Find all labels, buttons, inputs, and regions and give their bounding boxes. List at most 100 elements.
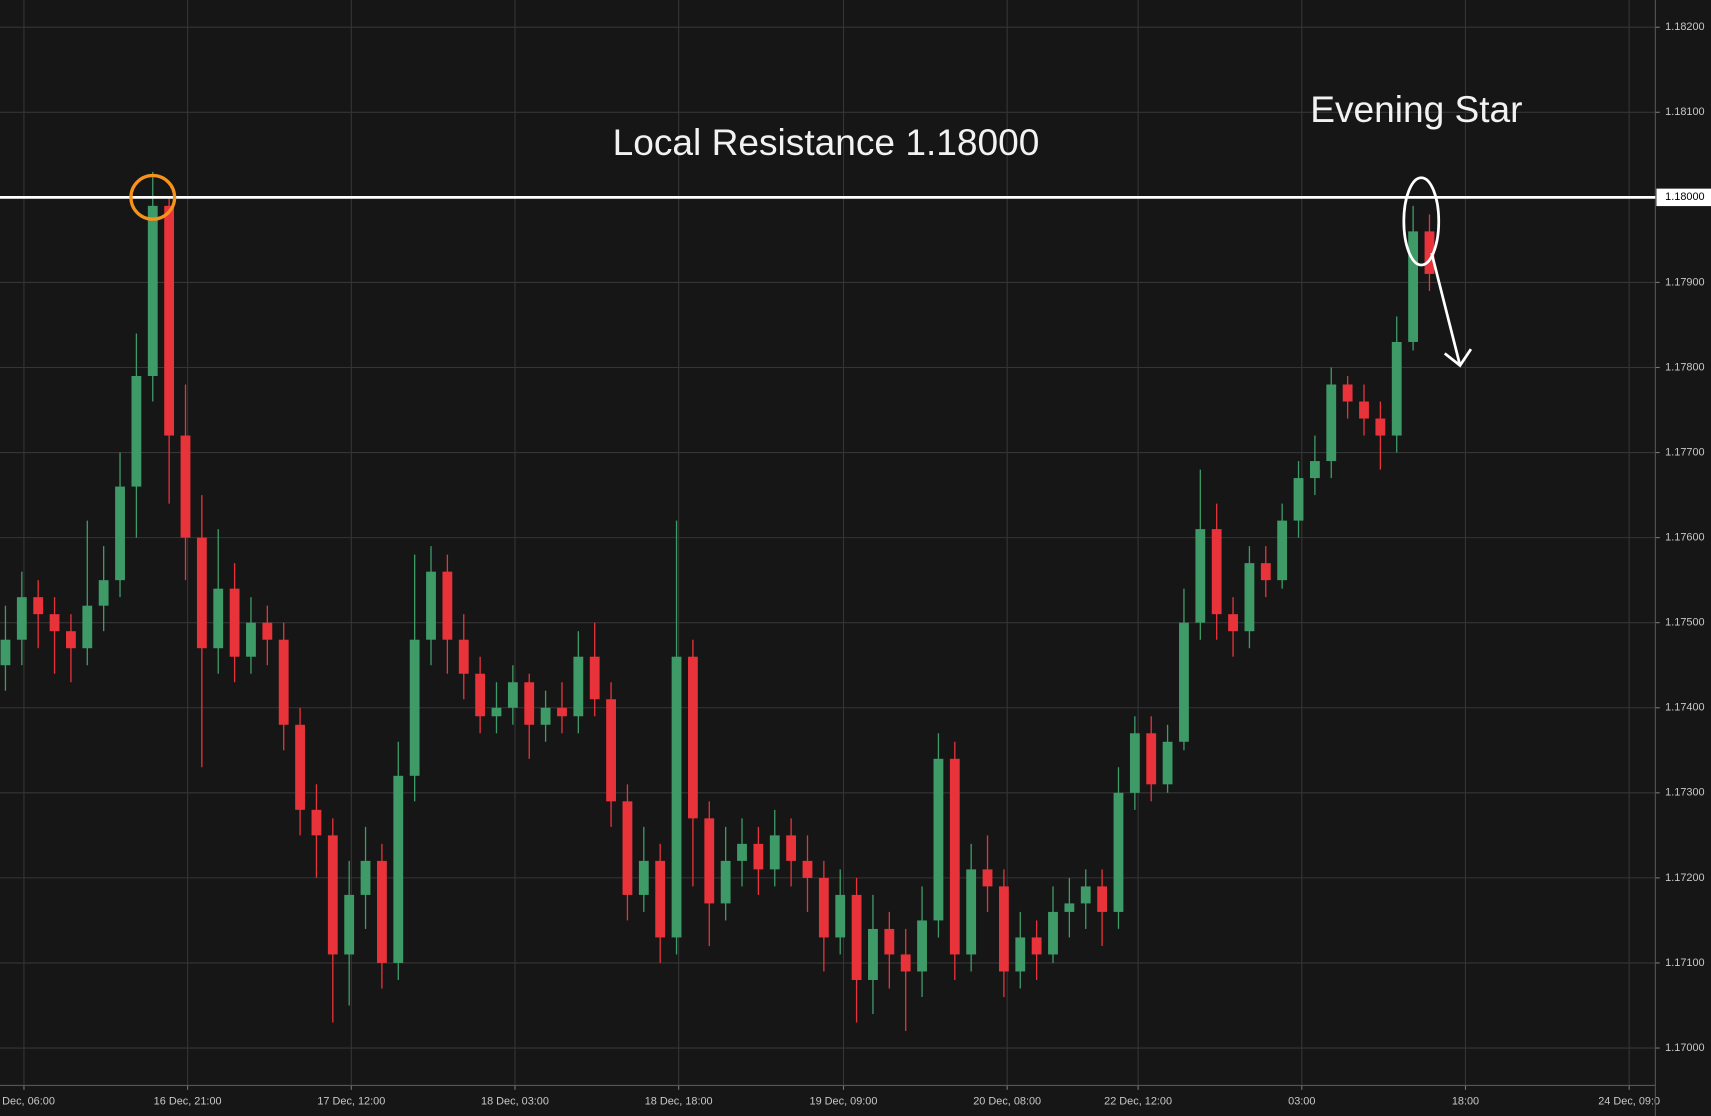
annotation: Local Resistance 1.18000 xyxy=(613,121,1040,163)
candle-body xyxy=(1408,231,1419,342)
candle-body xyxy=(589,656,600,700)
candle-body xyxy=(949,758,960,955)
candle-body xyxy=(802,860,813,878)
x-tick-label: 18:00 xyxy=(1452,1096,1479,1108)
candle-body xyxy=(573,656,584,717)
candle-body xyxy=(393,775,404,963)
candle-body xyxy=(475,673,486,717)
y-tick-label: 1.17200 xyxy=(1665,872,1704,884)
x-tick-label: 20 Dec, 08:00 xyxy=(973,1096,1041,1108)
candle-body xyxy=(1113,792,1124,912)
candle-body xyxy=(704,818,715,904)
x-tick-label: 16 Dec, 21:00 xyxy=(154,1096,222,1108)
candle-body xyxy=(1375,418,1386,436)
candle-body xyxy=(344,894,355,955)
candle-body xyxy=(982,869,993,887)
candle-body xyxy=(1228,614,1238,632)
candle-body xyxy=(868,928,878,980)
candle-body xyxy=(49,614,60,632)
y-tick-label: 1.17400 xyxy=(1665,702,1704,714)
candle-body xyxy=(426,571,436,640)
overlay: 1.18000 Local Resistance 1.18000 Evening S… xyxy=(0,88,1711,368)
candle-body xyxy=(1424,231,1435,274)
candle-body xyxy=(1146,733,1157,785)
candle-body xyxy=(917,920,927,972)
candle-body xyxy=(606,699,616,802)
arrow xyxy=(1430,252,1473,368)
candle-body xyxy=(0,639,11,666)
y-tick-label: 1.17800 xyxy=(1665,361,1704,373)
candle-body xyxy=(540,707,551,725)
candle-body xyxy=(1293,478,1304,521)
candle-body xyxy=(278,639,289,725)
candle-body xyxy=(655,860,666,938)
candle-body xyxy=(769,835,780,870)
y-tick-label: 1.17700 xyxy=(1665,446,1704,458)
candle-body xyxy=(1244,563,1255,632)
candle-body xyxy=(1129,733,1140,793)
candle-body xyxy=(147,205,158,376)
y-tick-label: 1.17500 xyxy=(1665,617,1704,629)
candle-body xyxy=(491,707,502,717)
candle-body xyxy=(818,877,829,938)
annotation: Evening Star xyxy=(1310,88,1522,130)
price-label: 1.18000 xyxy=(1665,191,1704,203)
price-label-box xyxy=(1656,188,1711,207)
candle-body xyxy=(737,843,747,861)
candles xyxy=(0,171,1435,1032)
candle-body xyxy=(442,571,453,640)
candle-body xyxy=(671,656,682,938)
candle-body xyxy=(1342,384,1353,402)
candle-body xyxy=(377,860,387,963)
candle-body xyxy=(262,622,273,640)
peak-marker xyxy=(129,173,177,221)
candle-body xyxy=(851,894,862,980)
candle-body xyxy=(1015,937,1026,972)
candle-body xyxy=(1162,741,1173,785)
candle-body xyxy=(1064,903,1075,912)
candle-body xyxy=(1179,622,1189,742)
candle-body xyxy=(327,835,338,955)
x-tick-label: 18 Dec, 03:00 xyxy=(481,1096,549,1108)
candle-body xyxy=(1309,461,1320,479)
candle-body xyxy=(360,860,371,895)
candle-body xyxy=(458,639,469,674)
candle-body xyxy=(295,724,305,810)
x-tick-label: 18 Dec, 18:00 xyxy=(645,1096,713,1108)
y-tick-label: 1.18200 xyxy=(1665,21,1704,33)
candle-body xyxy=(966,869,977,955)
candle-body xyxy=(687,656,698,819)
candle-body xyxy=(786,835,797,861)
candle-body xyxy=(115,486,125,581)
candle-body xyxy=(753,843,764,870)
candle-body xyxy=(311,809,322,836)
y-tick-label: 1.17900 xyxy=(1665,276,1704,288)
pattern-marker xyxy=(1402,176,1441,267)
candle-body xyxy=(180,435,191,538)
candle-body xyxy=(131,375,142,487)
x-tick-label: 17 Dec, 12:00 xyxy=(317,1096,385,1108)
candle-body xyxy=(213,588,224,649)
candle-body xyxy=(1031,937,1042,955)
candle-body xyxy=(720,860,731,904)
candle-body xyxy=(1048,911,1058,955)
candle-body xyxy=(835,894,846,938)
candle-body xyxy=(409,639,420,776)
y-tick-label: 1.18100 xyxy=(1665,106,1704,118)
candle-body xyxy=(1359,401,1369,419)
candle-body xyxy=(1391,341,1402,436)
x-tick-label: 6 Dec, 06:00 xyxy=(0,1096,55,1108)
candle-body xyxy=(622,801,633,895)
candle-body xyxy=(933,758,944,921)
candle-body xyxy=(246,622,256,657)
candle-body xyxy=(1260,563,1271,581)
candle-body xyxy=(524,682,535,725)
candle-body xyxy=(557,707,567,717)
candle-body xyxy=(66,631,76,649)
y-tick-label: 1.17100 xyxy=(1665,957,1704,969)
candle-body xyxy=(16,597,27,640)
x-tick-label: 19 Dec, 09:00 xyxy=(810,1096,878,1108)
candle-body xyxy=(1211,529,1222,615)
